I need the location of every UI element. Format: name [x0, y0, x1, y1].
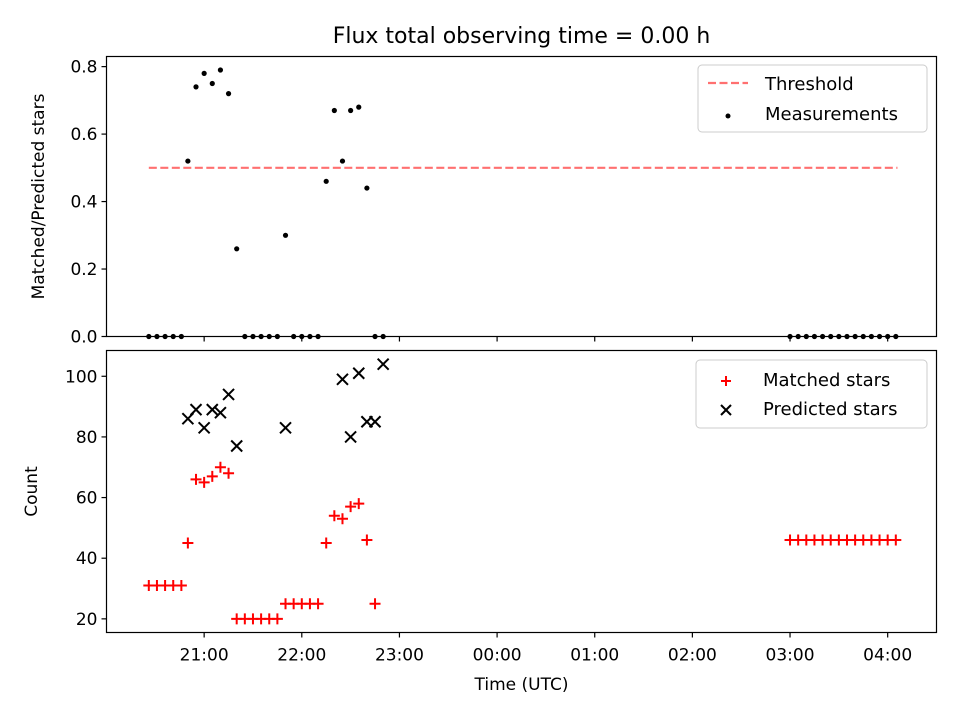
predicted-star-marker — [376, 357, 390, 371]
measurement-point — [356, 104, 362, 110]
legend-matched-marker — [721, 376, 731, 386]
top-x-ticks — [203, 336, 889, 342]
x-tick-label: 21:00 — [180, 646, 229, 666]
top-axes-frame — [105, 55, 938, 338]
x-tick-label: 04:00 — [863, 646, 912, 666]
y-tick-label: 20 — [76, 610, 98, 630]
measurement-point — [364, 185, 370, 191]
y-tick-label: 0.6 — [70, 125, 97, 145]
x-tick-label: 22:00 — [277, 646, 326, 666]
top-axes: 0.00.20.40.60.8 Matched/Predicted stars … — [29, 55, 938, 348]
matched-star-marker — [369, 598, 381, 610]
predicted-star-marker — [189, 403, 203, 416]
bottom-axes-frame — [105, 349, 938, 634]
measurement-point — [339, 158, 346, 164]
matched-star-marker — [353, 498, 365, 510]
matched-star-marker — [182, 537, 194, 549]
matched-star-marker — [890, 534, 902, 546]
legend-measurements-label: Measurements — [765, 104, 898, 125]
legend-threshold-label: Threshold — [764, 74, 854, 95]
measurement-point — [225, 91, 232, 97]
measurement-point — [217, 67, 224, 73]
matched-star-marker — [190, 473, 202, 485]
matched-star-marker — [320, 537, 332, 549]
matched-star-marker — [361, 534, 373, 546]
bottom-x-axis-label: Time (UTC) — [474, 675, 569, 695]
predicted-star-marker — [368, 415, 382, 428]
measurement-point — [185, 158, 191, 164]
matched-star-marker — [214, 461, 226, 473]
predicted-star-marker — [336, 373, 349, 386]
bottom-y-ticks: 20 40 60 80 100 — [65, 367, 107, 630]
matched-star-marker — [271, 613, 283, 625]
legend-measurements-marker — [725, 113, 731, 119]
x-tick-label: 00:00 — [473, 646, 522, 666]
bottom-axes: 20 40 60 80 100 21:00 22:00 23:00 00:00 01:00 02:… — [22, 349, 938, 695]
y-tick-label: 60 — [76, 489, 98, 509]
predicted-star-marker — [206, 403, 219, 416]
predicted-star-marker — [197, 421, 211, 435]
bottom-legend: Matched stars Predicted stars — [695, 359, 928, 429]
y-tick-label: 0.8 — [70, 58, 97, 78]
matched-star-marker — [198, 476, 210, 488]
predicted-star-marker — [222, 388, 235, 401]
legend-predicted-label: Predicted stars — [763, 399, 897, 420]
predicted-star-marker — [230, 439, 243, 453]
top-y-ticks: 0.0 0.2 0.4 0.6 0.8 — [70, 58, 107, 348]
measurement-point — [201, 70, 207, 76]
matched-star-marker — [345, 501, 357, 513]
matched-star-marker — [328, 510, 340, 522]
x-tick-label: 02:00 — [668, 646, 717, 666]
top-legend-frame — [697, 64, 928, 133]
y-tick-label: 0.2 — [70, 260, 97, 280]
bottom-legend-frame — [695, 359, 928, 429]
measurement-point — [193, 84, 199, 90]
measurement-point — [348, 107, 354, 114]
measurement-point — [331, 107, 337, 114]
top-legend: Threshold Measurements — [697, 64, 928, 133]
y-tick-label: 0.0 — [70, 328, 97, 348]
matched-star-marker — [223, 467, 235, 479]
predicted-star-marker — [214, 406, 227, 419]
top-y-axis-label: Matched/Predicted stars — [29, 93, 49, 299]
legend-matched-label: Matched stars — [763, 370, 890, 391]
matched-star-marker — [336, 513, 348, 525]
measurement-point — [209, 80, 215, 87]
y-tick-label: 40 — [76, 549, 98, 569]
x-tick-label: 01:00 — [570, 646, 619, 666]
chart-title: Flux total observing time = 0.00 h — [333, 24, 711, 49]
y-tick-label: 100 — [65, 367, 97, 387]
measurement-point — [323, 178, 329, 184]
legend-predicted-marker — [720, 404, 732, 416]
predicted-star-marker — [352, 367, 365, 380]
x-tick-label: 23:00 — [375, 646, 424, 666]
measurement-point — [282, 232, 289, 238]
matched-star-marker — [206, 470, 218, 482]
bottom-x-ticks: 21:00 22:00 23:00 00:00 01:00 02:00 03:00 04:00 — [180, 632, 912, 666]
matched-star-marker — [175, 580, 187, 591]
predicted-star-marker — [344, 430, 357, 444]
predicted-star-marker — [279, 421, 292, 435]
matched-star-marker — [312, 598, 324, 610]
bottom-y-axis-label: Count — [22, 466, 42, 517]
bottom-axes-data — [143, 357, 902, 625]
x-tick-label: 03:00 — [766, 646, 815, 666]
y-tick-label: 80 — [76, 428, 98, 448]
measurement-point — [234, 246, 240, 252]
y-tick-label: 0.4 — [70, 193, 97, 213]
